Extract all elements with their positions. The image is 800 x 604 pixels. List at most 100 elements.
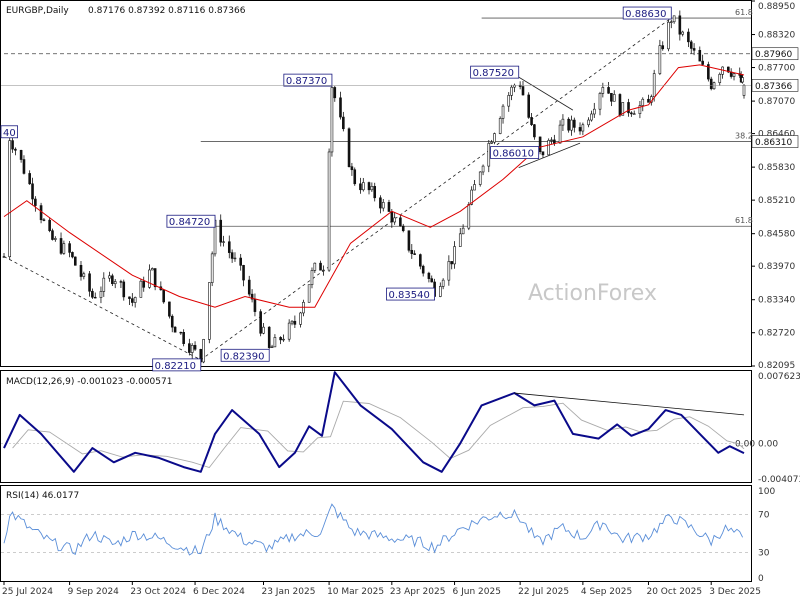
candle-body: [490, 141, 493, 144]
candle-body: [641, 98, 645, 106]
candle-body: [202, 339, 205, 363]
candle-body: [153, 268, 157, 288]
candle-body: [230, 252, 234, 259]
price-level-label: 0.87370: [286, 76, 327, 87]
candle-body: [179, 331, 183, 334]
candle-body: [14, 148, 17, 151]
candle-body: [567, 118, 570, 131]
candle-body: [707, 64, 710, 80]
trend-line: [518, 142, 581, 169]
rsi-tick-label: 100: [758, 487, 775, 497]
candle-body: [390, 211, 394, 223]
price-level-label: 0.82390: [223, 351, 264, 362]
candle-body: [71, 252, 74, 258]
candle-body: [322, 269, 325, 272]
candle-body: [162, 289, 165, 303]
candle-body: [570, 119, 573, 131]
moving-average-line: [3, 64, 745, 308]
x-tick-label: 4 Sep 2025: [581, 587, 632, 597]
x-tick-label: 3 Dec 2025: [709, 587, 761, 597]
candle-body: [669, 21, 673, 23]
candle-body: [19, 149, 23, 160]
candle-body: [82, 273, 86, 277]
x-axis: 25 Jul 2024 9 Sep 2024 23 Oct 2024 6 Dec 20…: [2, 581, 761, 597]
candle-body: [279, 337, 282, 341]
candle-body: [28, 173, 31, 185]
candle-body: [419, 254, 422, 267]
candle-body: [233, 257, 237, 260]
candle-body: [689, 41, 693, 49]
candle-body: [359, 183, 362, 191]
macd-line: [3, 371, 745, 473]
price-tick-label: 0.87700: [758, 64, 795, 74]
current-price-label: 0.87366: [755, 82, 792, 92]
candle-body: [93, 296, 97, 299]
candle-body: [590, 113, 593, 121]
current-price-label-box: [751, 79, 799, 92]
x-tick-label: 23 Jan 2025: [261, 587, 315, 597]
candle-body: [353, 169, 357, 185]
candle-body: [478, 171, 482, 185]
candle-body: [430, 278, 434, 283]
candle-body: [119, 281, 123, 283]
candle-body: [550, 139, 553, 142]
candle-body: [327, 151, 331, 271]
candle-body: [79, 265, 83, 277]
price-level-label: 0.86010: [493, 149, 534, 160]
candle-body: [133, 297, 137, 303]
candle-body: [242, 265, 245, 281]
candle-body: [712, 82, 716, 90]
candle-body: [190, 344, 194, 353]
price-tick-label: 0.85210: [758, 196, 795, 206]
candle-body: [362, 182, 365, 191]
candle-body: [111, 275, 114, 285]
candle-body: [247, 279, 251, 295]
candle-body: [168, 301, 171, 317]
x-tick-label: 23 Apr 2025: [390, 587, 446, 597]
candle-body: [73, 256, 77, 266]
candle-body: [139, 280, 143, 298]
price-tick-label: 0.86460: [758, 130, 795, 140]
candle-body: [681, 31, 684, 35]
candle-body: [493, 133, 496, 143]
price-level-label: 40: [3, 128, 16, 139]
candle-body: [381, 202, 385, 209]
candle-body: [373, 186, 377, 199]
candle-body: [188, 343, 191, 353]
x-tick-label: 22 Jul 2025: [518, 587, 569, 597]
candle-body: [170, 315, 174, 328]
price-level-box: [622, 6, 672, 20]
resistance-axis-label: 0.87960: [755, 50, 792, 60]
candle-body: [547, 140, 550, 156]
candle-body: [598, 93, 602, 110]
candle-body: [313, 262, 317, 271]
candle-body: [610, 92, 613, 102]
candle-body: [399, 217, 402, 227]
price-tick-label: 0.88950: [758, 2, 795, 12]
price-tick-label: 0.84580: [758, 230, 795, 240]
candle-body: [267, 326, 271, 348]
x-tick-label: 25 Jul 2024: [2, 587, 53, 597]
candle-body: [128, 296, 131, 299]
candle-body: [527, 94, 531, 118]
candle-body: [182, 332, 185, 344]
candle-body: [102, 277, 106, 292]
candle-body: [407, 230, 411, 251]
price-level-box: [166, 214, 216, 228]
candle-body: [31, 183, 34, 200]
candle-body: [498, 118, 502, 134]
candle-body: [148, 269, 151, 288]
trend-line: [3, 256, 201, 361]
candle-body: [262, 326, 265, 334]
candle-body: [8, 140, 12, 258]
price-tick-label: 0.83340: [758, 296, 795, 306]
candle-body: [427, 272, 431, 279]
x-tick-label: 9 Sep 2024: [68, 587, 120, 597]
candle-body: [601, 87, 605, 94]
candle-body: [122, 281, 126, 298]
candle-body: [510, 86, 513, 96]
watermark: ActionForex: [528, 281, 657, 306]
candle-body: [578, 127, 582, 132]
fib-axis-label-box: [751, 135, 799, 148]
